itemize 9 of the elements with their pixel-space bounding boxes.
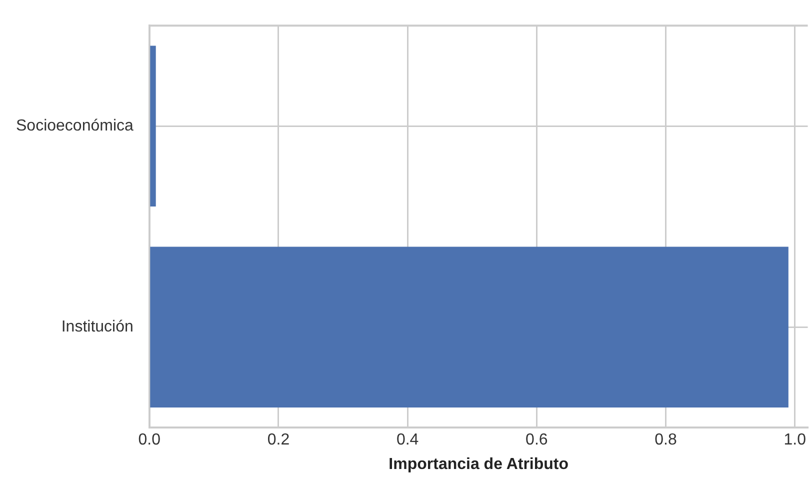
x-axis-title: Importancia de Atributo (388, 456, 569, 473)
x-tick-label: 0.2 (267, 432, 290, 449)
x-tick-label: 0.4 (396, 432, 419, 449)
x-tick-label: 0.0 (138, 432, 161, 449)
x-tick-label: 0.8 (654, 432, 677, 449)
y-tick-label: Institución (61, 318, 134, 336)
x-tick-label: 1.0 (784, 432, 806, 449)
x-tick-label: 0.6 (526, 432, 548, 449)
y-tick-label: Socioeconómica (16, 118, 134, 135)
